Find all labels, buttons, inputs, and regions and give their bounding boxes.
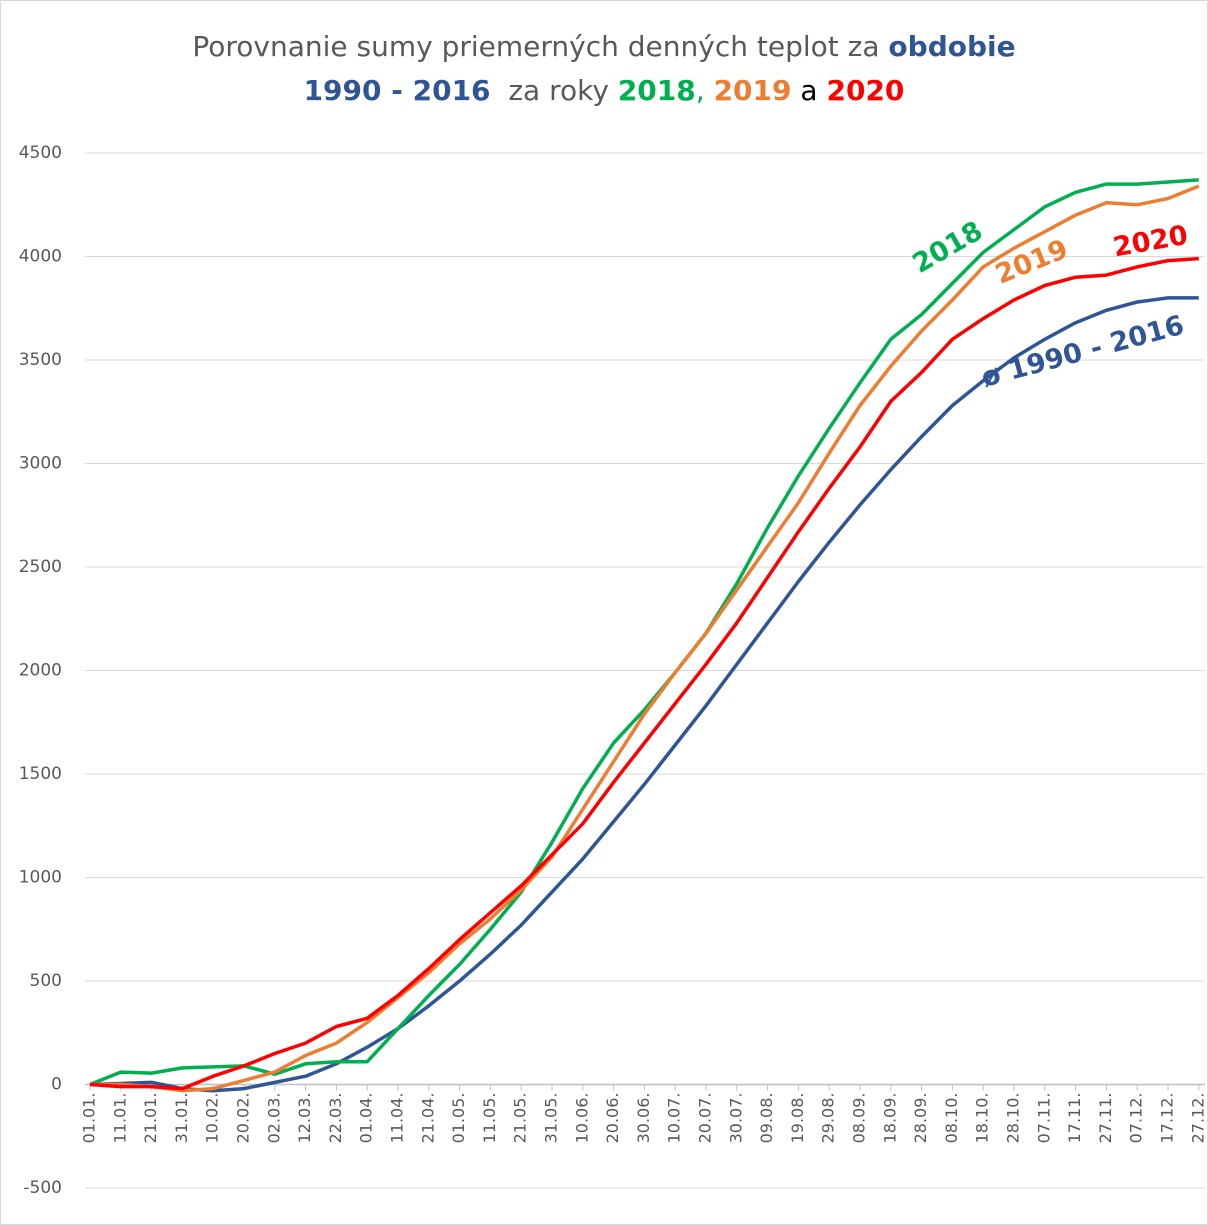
series-line <box>89 256 1199 1091</box>
title-part: a <box>792 74 827 107</box>
x-tick-label: 11.05. <box>480 1093 499 1144</box>
x-tick-label: 31.05. <box>542 1093 561 1144</box>
title-part: , <box>696 74 714 107</box>
x-tick-label: 18.09. <box>880 1093 899 1144</box>
x-tick-label: 17.12. <box>1158 1093 1177 1144</box>
x-tick-label: 28.10. <box>1004 1093 1023 1144</box>
series-line <box>90 184 1200 1093</box>
y-tick-label: 4500 <box>19 143 62 163</box>
title-part: 2019 <box>714 74 792 107</box>
x-tick-label: 10.07. <box>665 1093 684 1144</box>
x-tick-label: 08.10. <box>942 1093 961 1144</box>
y-tick-label: 3500 <box>19 350 62 370</box>
series-line <box>89 296 1199 1093</box>
x-tick-label: 07.12. <box>1127 1093 1146 1144</box>
x-tick-label: 10.02. <box>203 1093 222 1144</box>
x-tick-label: 12.03. <box>295 1093 314 1144</box>
x-tick-label: 27.12. <box>1188 1093 1207 1144</box>
chart-title: 1990 - 2016 za roky 2018, 2019 a 2020 <box>304 74 905 107</box>
x-tick-label: 01.05. <box>449 1093 468 1144</box>
title-part: obdobie <box>888 30 1015 63</box>
x-tick-label: 20.07. <box>696 1093 715 1144</box>
series-line <box>89 178 1199 1087</box>
x-tick-label: 10.06. <box>572 1093 591 1144</box>
x-tick-label: 30.07. <box>726 1093 745 1144</box>
x-tick-label: 17.11. <box>1065 1093 1084 1144</box>
title-part: 1990 - 2016 <box>304 74 491 107</box>
x-tick-label: 20.06. <box>603 1093 622 1144</box>
x-tick-label: 02.03. <box>264 1093 283 1144</box>
x-tick-label: 28.09. <box>911 1093 930 1144</box>
x-tick-label: 31.01. <box>172 1093 191 1144</box>
y-tick-label: 1500 <box>19 764 62 784</box>
x-tick-label: 21.05. <box>511 1093 530 1144</box>
y-tick-label: 2000 <box>19 661 62 681</box>
y-tick-label: 3000 <box>19 454 62 474</box>
x-tick-label: 27.11. <box>1096 1093 1115 1144</box>
x-tick-label: 01.01. <box>80 1093 99 1144</box>
y-tick-label: 500 <box>30 971 62 991</box>
title-part: 2018 <box>618 74 696 107</box>
x-tick-label: 29.08. <box>819 1093 838 1144</box>
x-tick-label: 11.04. <box>388 1093 407 1144</box>
x-tick-label: 18.10. <box>973 1093 992 1144</box>
x-tick-label: 22.03. <box>326 1093 345 1144</box>
x-tick-label: 20.02. <box>234 1093 253 1144</box>
x-tick-label: 21.04. <box>418 1093 437 1144</box>
y-tick-label: 1000 <box>19 868 62 888</box>
title-part: za roky <box>491 74 618 107</box>
x-tick-label: 07.11. <box>1034 1093 1053 1144</box>
x-tick-label: 21.01. <box>141 1093 160 1144</box>
y-tick-label: 2500 <box>19 557 62 577</box>
y-tick-label: -500 <box>23 1178 62 1198</box>
y-tick-label: 4000 <box>19 247 62 267</box>
x-tick-label: 08.09. <box>850 1093 869 1144</box>
x-tick-label: 09.08. <box>757 1093 776 1144</box>
title-part: Porovnanie sumy priemerných denných tepl… <box>192 30 888 63</box>
y-tick-label: 0 <box>51 1075 62 1095</box>
x-tick-label: 19.08. <box>788 1093 807 1144</box>
x-tick-label: 11.01. <box>110 1093 129 1144</box>
chart-title: Porovnanie sumy priemerných denných tepl… <box>192 30 1015 63</box>
x-tick-label: 30.06. <box>634 1093 653 1144</box>
x-tick-label: 01.04. <box>357 1093 376 1144</box>
title-part: 2020 <box>826 74 904 107</box>
